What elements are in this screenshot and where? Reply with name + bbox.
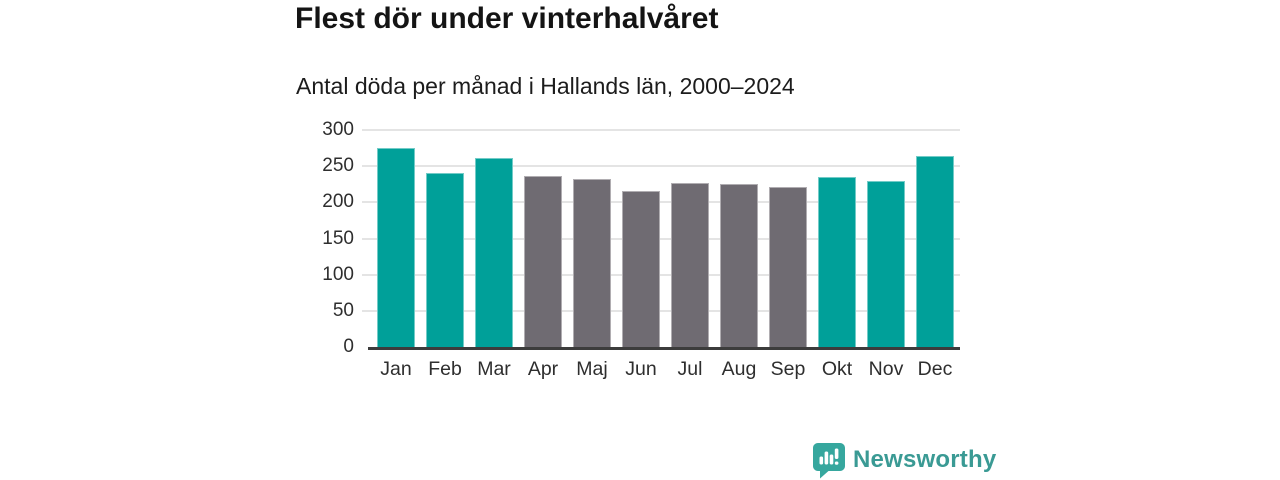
y-tick-label-50: 50 xyxy=(332,299,354,321)
gridline-150 xyxy=(362,237,960,240)
bar-column-apr xyxy=(524,175,562,347)
y-tick-label-300: 300 xyxy=(322,119,354,140)
plot-area: 0 50 100 150 200 250 300 xyxy=(322,119,960,357)
x-tick-label-jun: Jun xyxy=(625,358,657,380)
bars xyxy=(368,130,960,347)
x-tick-label-jan: Jan xyxy=(380,358,412,380)
y-tick-label-0: 0 xyxy=(343,336,354,357)
bar-column-mar xyxy=(475,157,513,347)
x-axis-labels: Jan Feb Mar Apr Maj Jun Jul Aug Sep Okt Nov Dec xyxy=(368,358,960,381)
bar-column-feb xyxy=(426,173,464,347)
x-tick-label-jul: Jul xyxy=(677,358,703,380)
newsworthy-logo: Newsworthy xyxy=(812,441,996,479)
bar-column-nov xyxy=(867,180,905,347)
bar-mar xyxy=(475,157,513,347)
bar-column-sep xyxy=(769,187,807,347)
bar-column-okt xyxy=(818,177,856,347)
bar-okt xyxy=(818,177,856,347)
bar-maj xyxy=(573,179,611,347)
brand-name: Newsworthy xyxy=(853,446,997,473)
bar-column-maj xyxy=(573,179,611,347)
gridline-50 xyxy=(362,309,960,312)
bar-feb xyxy=(426,173,464,347)
x-tick-label-aug: Aug xyxy=(721,358,757,380)
x-tick-label-nov: Nov xyxy=(868,358,904,380)
bar-column-jun xyxy=(622,190,660,347)
x-tick-label-apr: Apr xyxy=(527,358,559,380)
bar-column-dec xyxy=(916,156,954,347)
bar-jul xyxy=(671,182,709,347)
x-tick-label-maj: Maj xyxy=(576,358,608,380)
x-tick-label-okt: Okt xyxy=(821,358,853,380)
bar-jan xyxy=(377,148,415,347)
bar-column-jul xyxy=(671,182,709,347)
y-tick-label-100: 100 xyxy=(322,263,354,285)
bar-jun xyxy=(622,190,660,347)
gridline-200 xyxy=(362,201,960,204)
bar-apr xyxy=(524,175,562,347)
chart-subtitle: Antal döda per månad i Hallands län, 200… xyxy=(296,73,795,99)
bar-column-aug xyxy=(720,183,758,347)
x-tick-label-dec: Dec xyxy=(917,358,953,380)
y-tick-label-200: 200 xyxy=(322,191,354,213)
y-tick-label-150: 150 xyxy=(322,227,354,249)
bar-aug xyxy=(720,183,758,347)
x-tick-label-mar: Mar xyxy=(477,358,511,380)
bar-column-jan xyxy=(377,148,415,347)
y-tick-label-250: 250 xyxy=(322,155,354,177)
bar-sep xyxy=(769,187,807,347)
x-tick-label-feb: Feb xyxy=(428,358,462,380)
bar-dec xyxy=(916,156,954,347)
chart-title: Flest dör under vinterhalvåret xyxy=(295,2,719,35)
newsworthy-speech-bubble-bar-chart-icon xyxy=(813,442,845,478)
bar-nov xyxy=(867,180,905,347)
x-tick-label-sep: Sep xyxy=(770,358,806,380)
gridline-250 xyxy=(362,165,960,168)
gridline-300 xyxy=(362,129,960,131)
gridline-100 xyxy=(362,273,960,276)
